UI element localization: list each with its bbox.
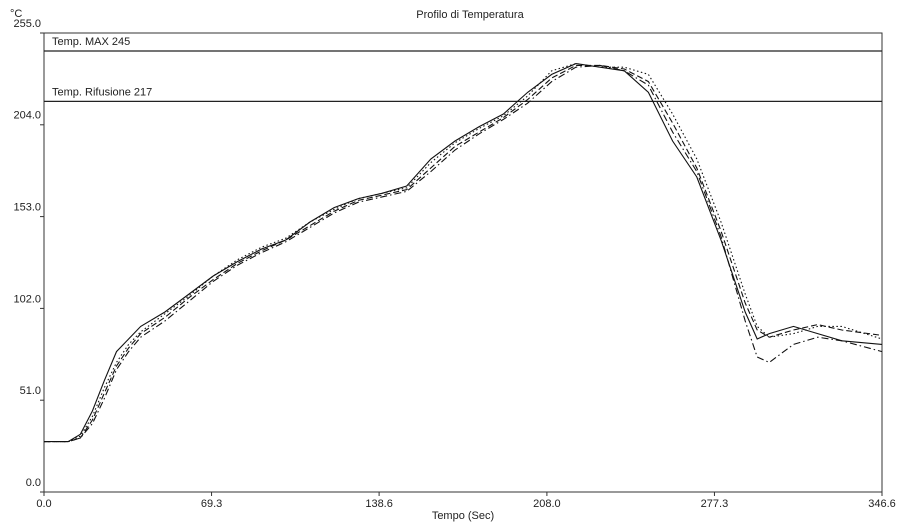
y-tick-label: 51.0 xyxy=(20,385,41,397)
x-tick-label: 0.0 xyxy=(36,498,51,510)
series-line xyxy=(44,63,883,443)
reference-label: Temp. MAX 245 xyxy=(52,36,130,48)
y-tick-label: 153.0 xyxy=(13,202,41,214)
x-tick-label: 138.6 xyxy=(365,498,393,510)
y-tick-label: 204.0 xyxy=(13,110,41,122)
x-axis-label: Tempo (Sec) xyxy=(432,510,494,522)
chart-title: Profilo di Temperatura xyxy=(416,9,524,21)
plot-frame xyxy=(43,32,883,493)
series-line xyxy=(44,64,883,443)
x-tick-label: 277.3 xyxy=(701,498,729,510)
reference-label: Temp. Rifusione 217 xyxy=(52,86,152,98)
y-tick-label: 255.0 xyxy=(13,18,41,30)
x-tick-label: 69.3 xyxy=(201,498,222,510)
y-tick-label: 0.0 xyxy=(26,477,41,489)
series-line xyxy=(44,64,883,443)
series-line xyxy=(44,63,883,443)
x-tick-label: 346.6 xyxy=(868,498,896,510)
y-tick-label: 102.0 xyxy=(13,293,41,305)
y-unit: °C xyxy=(10,8,22,20)
x-tick-label: 208.0 xyxy=(533,498,561,510)
